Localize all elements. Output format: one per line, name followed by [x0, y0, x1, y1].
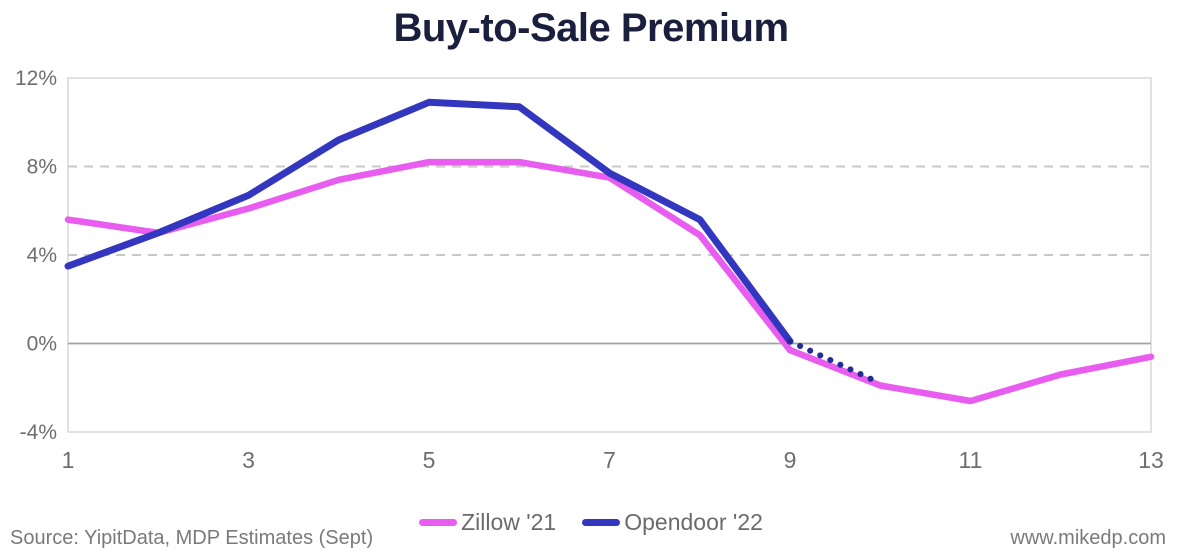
- x-axis-label-5: 5: [423, 447, 436, 473]
- y-axis-label--4%: -4%: [20, 421, 57, 444]
- website-url: www.mikedp.com: [1010, 527, 1166, 549]
- legend-item-opendoor: Opendoor '22: [582, 509, 763, 536]
- zillow-line-swatch-icon: [419, 519, 458, 526]
- opendoor-line-swatch-icon: [582, 519, 621, 526]
- y-axis-label-0%: 0%: [27, 333, 57, 356]
- legend-label-zillow: Zillow '21: [461, 509, 557, 535]
- series-line-opendoor-22: [64, 98, 794, 345]
- x-axis-label-3: 3: [242, 447, 255, 473]
- series-line-zillow-21: [64, 158, 1155, 405]
- legend-label-opendoor: Opendoor '22: [624, 509, 763, 535]
- y-axis-label-4%: 4%: [27, 244, 57, 267]
- x-axis-label-11: 11: [959, 447, 983, 473]
- y-axis-label-12%: 12%: [15, 67, 57, 90]
- x-axis-label-7: 7: [603, 447, 616, 473]
- x-axis-label-9: 9: [784, 447, 797, 473]
- source-attribution: Source: YipitData, MDP Estimates (Sept): [10, 527, 374, 549]
- chart-legend: Zillow '21 Opendoor '22: [0, 509, 1182, 536]
- x-axis-label-13: 13: [1138, 447, 1164, 473]
- y-axis-label-8%: 8%: [27, 156, 57, 179]
- legend-item-zillow: Zillow '21: [419, 509, 556, 536]
- x-axis-label-1: 1: [62, 447, 75, 473]
- chart-title: Buy-to-Sale Premium: [393, 6, 789, 50]
